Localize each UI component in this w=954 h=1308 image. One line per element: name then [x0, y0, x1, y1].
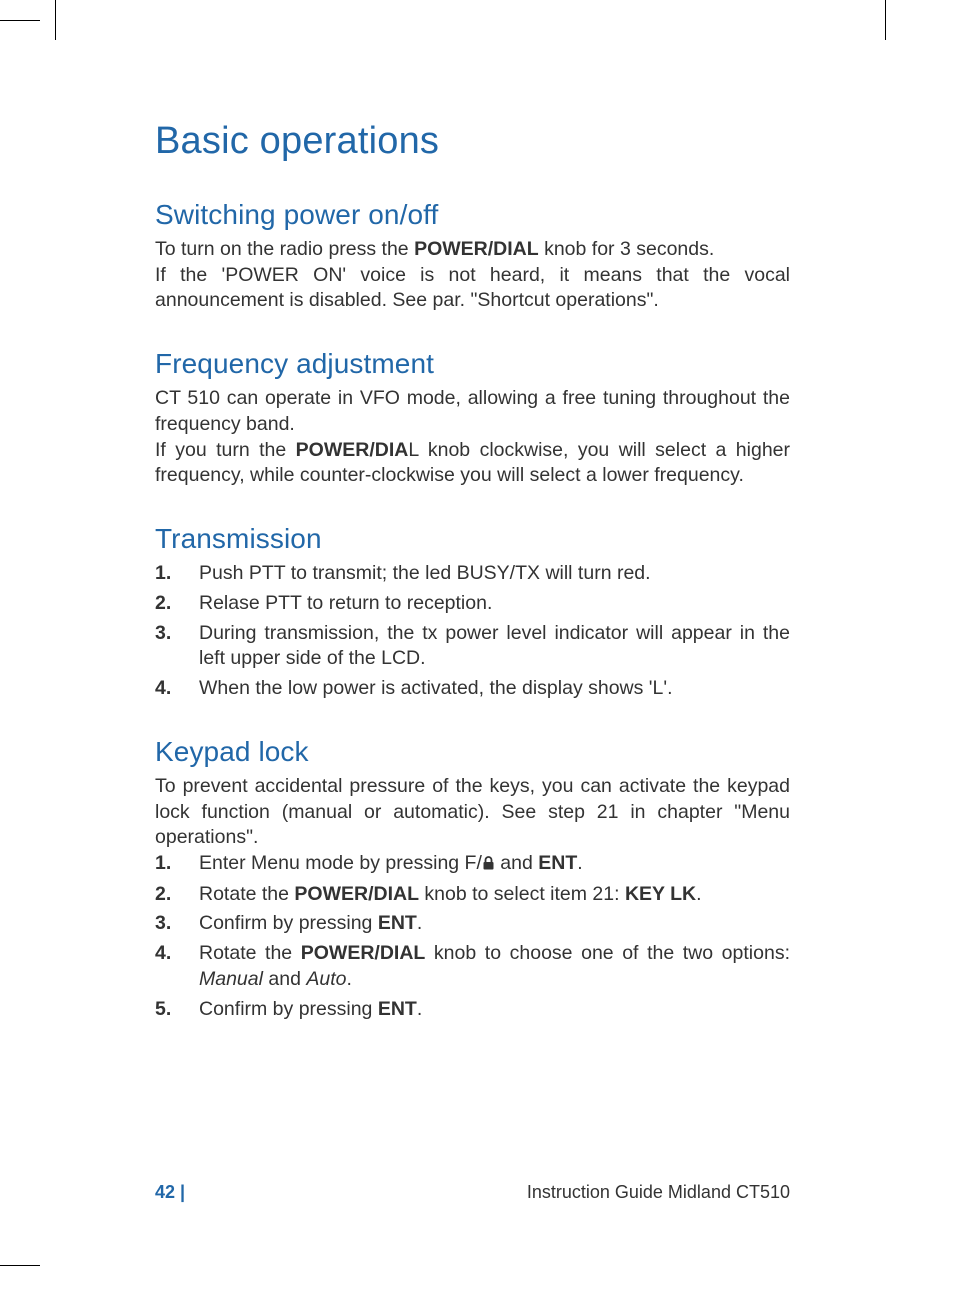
list-item: 2. Rotate the POWER/DIAL knob to select …	[155, 882, 790, 908]
footer-guide-title: Instruction Guide Midland CT510	[527, 1182, 790, 1203]
list-item: 5. Confirm by pressing ENT.	[155, 997, 790, 1023]
body-paragraph: If the 'POWER ON' voice is not heard, it…	[155, 263, 790, 314]
list-item: 4. Rotate the POWER/DIAL knob to choose …	[155, 941, 790, 992]
text-bold: POWER/DIAL	[294, 883, 419, 905]
text-run: knob to select item 21:	[419, 883, 625, 905]
list-number: 1.	[155, 561, 199, 587]
page-number: 42 |	[155, 1182, 185, 1203]
text-run: knob for 3 seconds.	[539, 238, 715, 260]
text-italic: Auto	[306, 968, 346, 990]
list-text: When the low power is activated, the dis…	[199, 676, 790, 702]
text-run: and	[263, 968, 306, 990]
section-heading: Keypad lock	[155, 736, 790, 768]
body-paragraph: To prevent accidental pressure of the ke…	[155, 774, 790, 851]
text-run: .	[696, 883, 701, 905]
page-footer: 42 | Instruction Guide Midland CT510	[155, 1182, 790, 1203]
text-bold: ENT	[538, 852, 577, 874]
list-text: During transmission, the tx power level …	[199, 621, 790, 672]
body-paragraph: If you turn the POWER/DIAL knob clockwis…	[155, 438, 790, 489]
section-heading: Frequency adjustment	[155, 348, 790, 380]
section-heading: Transmission	[155, 523, 790, 555]
list-number: 4.	[155, 941, 199, 967]
list-item: 2. Relase PTT to return to reception.	[155, 591, 790, 617]
text-run: Rotate the	[199, 942, 301, 964]
text-run: Enter Menu mode by pressing F/	[199, 852, 482, 874]
list-text: Rotate the POWER/DIAL knob to select ite…	[199, 882, 790, 908]
text-italic: Manual	[199, 968, 263, 990]
text-bold: ENT	[378, 912, 417, 934]
list-text: Enter Menu mode by pressing F/ and ENT.	[199, 851, 790, 878]
list-number: 2.	[155, 591, 199, 617]
list-text: Confirm by pressing ENT.	[199, 911, 790, 937]
ordered-list: 1. Push PTT to transmit; the led BUSY/TX…	[155, 561, 790, 702]
list-number: 4.	[155, 676, 199, 702]
text-bold: POWER/DIAL	[301, 942, 426, 964]
list-number: 3.	[155, 911, 199, 937]
list-item: 4. When the low power is activated, the …	[155, 676, 790, 702]
section-heading: Switching power on/off	[155, 199, 790, 231]
body-paragraph: CT 510 can operate in VFO mode, allowing…	[155, 386, 790, 437]
ordered-list: 1. Enter Menu mode by pressing F/ and EN…	[155, 851, 790, 1022]
text-bold: POWER/DIA	[296, 439, 409, 461]
text-run: knob to choose one of the two options:	[425, 942, 790, 964]
text-run: Confirm by pressing	[199, 912, 378, 934]
list-number: 3.	[155, 621, 199, 647]
list-text: Rotate the POWER/DIAL knob to choose one…	[199, 941, 790, 992]
text-run: .	[417, 912, 422, 934]
section-frequency: Frequency adjustment CT 510 can operate …	[155, 348, 790, 489]
list-text: Relase PTT to return to reception.	[199, 591, 790, 617]
text-bold: ENT	[378, 998, 417, 1020]
text-run: To turn on the radio press the	[155, 238, 414, 260]
text-run: .	[577, 852, 582, 874]
section-power: Switching power on/off To turn on the ra…	[155, 199, 790, 314]
list-item: 3. During transmission, the tx power lev…	[155, 621, 790, 672]
list-item: 1. Push PTT to transmit; the led BUSY/TX…	[155, 561, 790, 587]
body-paragraph: To turn on the radio press the POWER/DIA…	[155, 237, 790, 263]
lock-icon	[482, 852, 495, 878]
text-run: and	[495, 852, 538, 874]
section-keypad-lock: Keypad lock To prevent accidental pressu…	[155, 736, 790, 1023]
list-number: 2.	[155, 882, 199, 908]
list-number: 1.	[155, 851, 199, 877]
list-item: 1. Enter Menu mode by pressing F/ and EN…	[155, 851, 790, 878]
text-run: .	[346, 968, 351, 990]
list-text: Confirm by pressing ENT.	[199, 997, 790, 1023]
text-run: Rotate the	[199, 883, 294, 905]
text-run: If you turn the	[155, 439, 296, 461]
list-number: 5.	[155, 997, 199, 1023]
page-content: Basic operations Switching power on/off …	[155, 120, 790, 1056]
list-item: 3. Confirm by pressing ENT.	[155, 911, 790, 937]
text-run: .	[417, 998, 422, 1020]
text-bold: POWER/DIAL	[414, 238, 539, 260]
text-run: Confirm by pressing	[199, 998, 378, 1020]
section-transmission: Transmission 1. Push PTT to transmit; th…	[155, 523, 790, 702]
list-text: Push PTT to transmit; the led BUSY/TX wi…	[199, 561, 790, 587]
page-title: Basic operations	[155, 120, 790, 163]
text-bold: KEY LK	[625, 883, 696, 905]
